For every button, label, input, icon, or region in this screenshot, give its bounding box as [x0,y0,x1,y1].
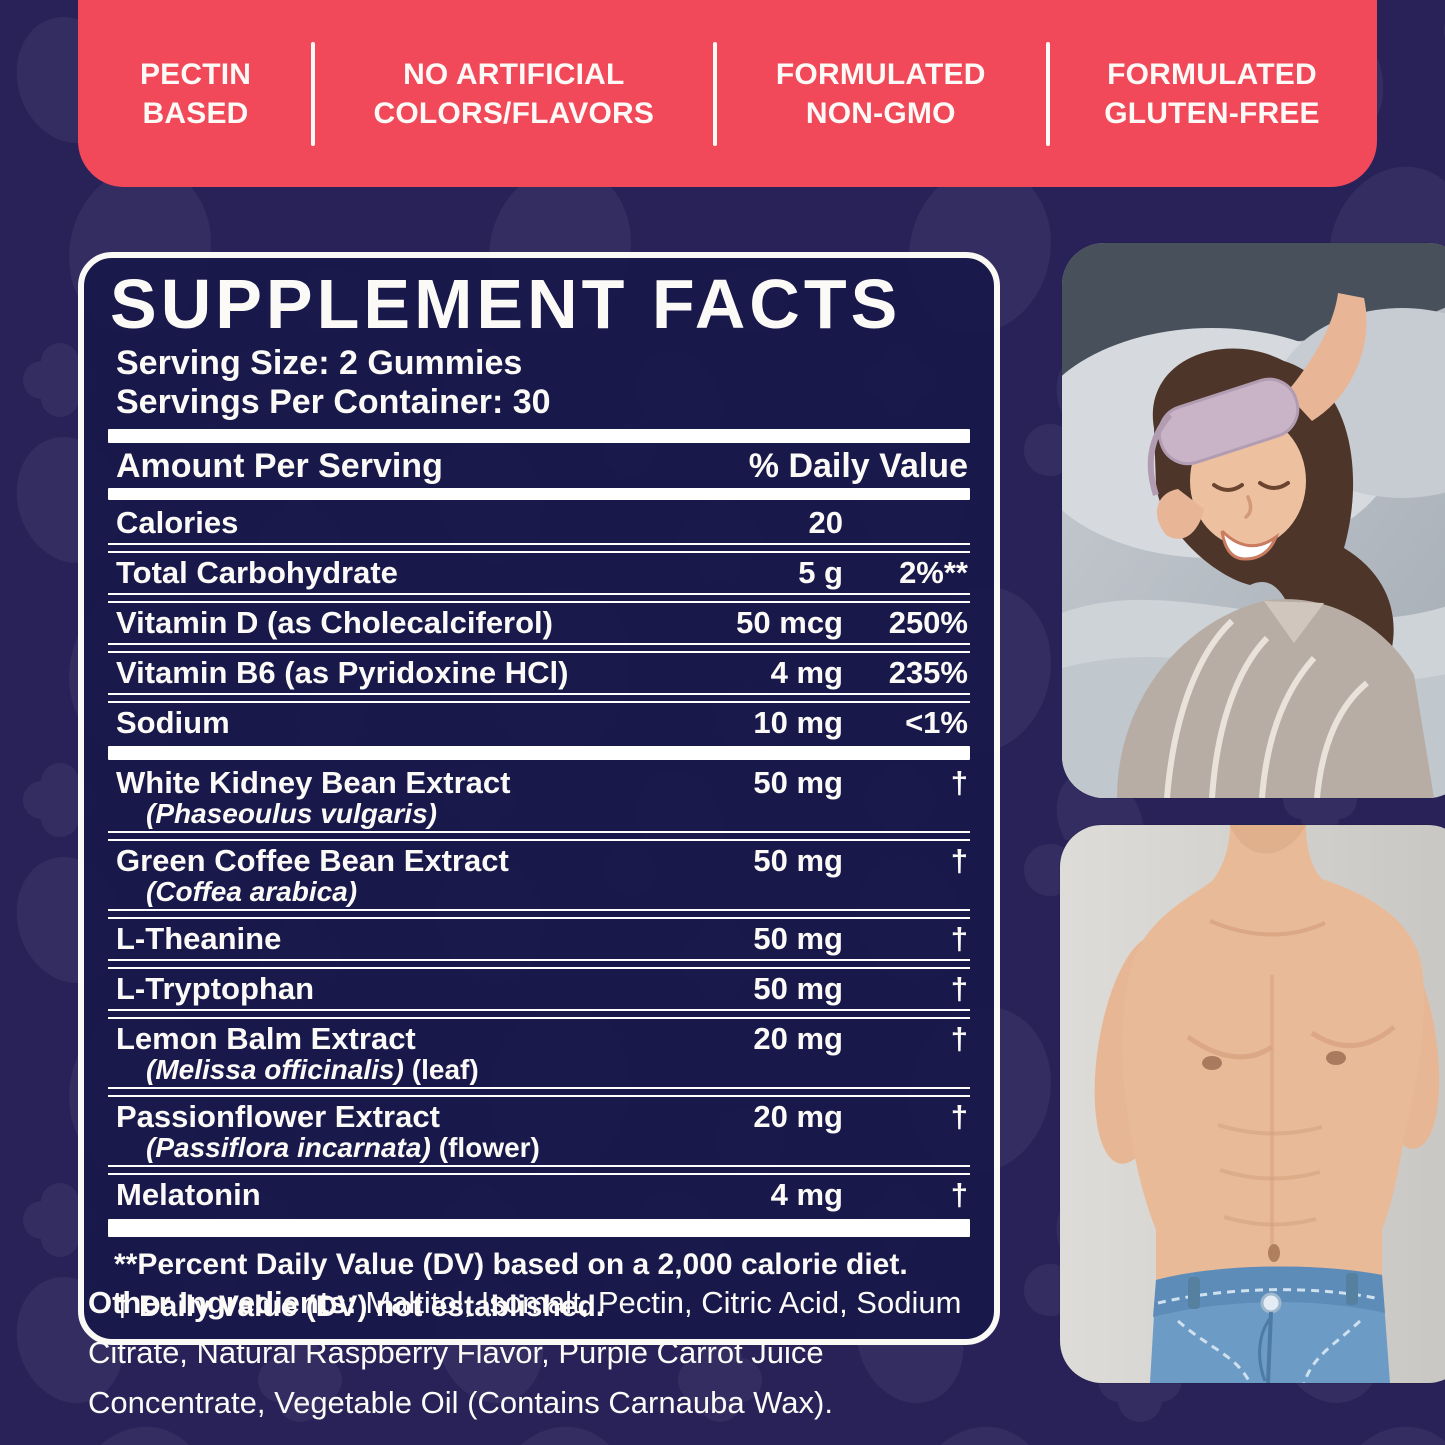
table-row: Passionflower Extract (Passiflora incarn… [108,1097,970,1165]
other-ingredients-text: Maltitol, Isomalt, Pectin, Citric Acid, … [88,1285,962,1420]
row-dv: <1% [905,705,968,740]
supplement-facts-panel: SUPPLEMENT FACTS Serving Size: 2 Gummies… [78,252,1000,1345]
row-name: L-Tryptophan [116,971,315,1006]
feature-gluten-free: FORMULATED GLUTEN-FREE [1104,57,1320,130]
row-amount: 10 mg [753,705,843,740]
row-dv: † [950,1177,968,1212]
other-ingredients-label: Other Ingredients: [88,1285,357,1320]
footnote-dv-not-established: † Daily Value (DV) not established. [114,1290,605,1323]
row-dv: † [950,1099,968,1134]
row-name: White Kidney Bean Extract [116,765,511,800]
thick-rule [108,488,970,500]
row-amount: 20 mg [753,1099,843,1134]
row-botanical: (Coffea arabica) [146,876,358,907]
man-torso-illustration [1060,825,1445,1383]
table-row: Calories 20 [108,503,970,543]
row-amount: 50 mg [753,971,843,1006]
photo-man-torso-jeans [1060,825,1445,1383]
row-name: Vitamin D (as Cholecalciferol) [116,605,553,640]
feature-non-gmo: FORMULATED NON-GMO [775,57,986,130]
row-botanical: (Phaseoulus vulgaris) [146,798,437,829]
panel-title: SUPPLEMENT FACTS [110,265,902,343]
row-amount: 50 mg [753,765,843,800]
table-row: Total Carbohydrate 5 g 2%** [108,553,970,593]
row-name: Lemon Balm Extract [116,1021,416,1056]
row-name: Passionflower Extract [116,1099,440,1134]
row-name: Total Carbohydrate [116,555,398,590]
row-amount: 50 mcg [736,605,843,640]
amount-per-serving-header: Amount Per Serving [116,447,443,485]
row-name: Calories [116,505,239,540]
row-rule [108,693,970,703]
row-dv: † [950,1021,968,1056]
other-ingredients: Other Ingredients: Maltitol, Isomalt, Pe… [88,1278,1050,1428]
row-rule [108,593,970,603]
table-row: Vitamin D (as Cholecalciferol) 50 mcg 25… [108,603,970,643]
thick-rule [108,746,970,760]
table-header: Amount Per Serving % Daily Value [108,443,970,488]
row-rule [108,831,970,841]
row-botanical: (Melissa officinalis) (leaf) [146,1054,479,1085]
row-amount: 4 mg [770,655,843,690]
thick-rule [108,1219,970,1237]
row-dv: 2%** [899,555,968,590]
row-amount: 50 mg [753,921,843,956]
row-dv: 235% [888,655,968,690]
row-rule [108,1009,970,1019]
woman-sleeping-illustration [1062,243,1445,798]
row-rule [108,1165,970,1175]
row-amount: 20 mg [753,1021,843,1056]
feature-no-artificial: NO ARTIFICIAL COLORS/FLAVORS [373,57,655,130]
row-amount: 5 g [798,555,843,590]
row-amount: 4 mg [770,1177,843,1212]
table-row: Vitamin B6 (as Pyridoxine HCl) 4 mg 235% [108,653,970,693]
feature-pectin-based: PECTIN BASED [139,57,252,130]
row-rule [108,543,970,553]
row-name: L-Theanine [116,921,282,956]
table-row: White Kidney Bean Extract (Phaseoulus vu… [108,763,970,831]
row-dv: † [950,765,968,800]
photo-woman-sleeping-with-eye-mask [1062,243,1445,798]
row-dv: † [950,843,968,878]
table-row: L-Tryptophan 50 mg † [108,969,970,1009]
banner-divider [311,42,315,146]
banner-divider [713,42,717,146]
daily-value-header: % Daily Value [748,447,968,485]
row-dv: 250% [888,605,968,640]
row-name: Sodium [116,705,230,740]
row-dv: † [950,971,968,1006]
row-amount: 20 [808,505,843,540]
table-row: L-Theanine 50 mg † [108,919,970,959]
table-row: Green Coffee Bean Extract (Coffea arabic… [108,841,970,909]
feature-banner: PECTIN BASED NO ARTIFICIAL COLORS/FLAVOR… [78,0,1377,187]
row-botanical: (Passiflora incarnata) (flower) [146,1132,540,1163]
row-name: Green Coffee Bean Extract [116,843,509,878]
row-name: Melatonin [116,1177,261,1212]
thick-rule [108,429,970,443]
table-row: Sodium 10 mg <1% [108,703,970,743]
table-row: Lemon Balm Extract (Melissa officinalis)… [108,1019,970,1087]
row-dv: † [950,921,968,956]
row-rule [108,643,970,653]
servings-per-container: Servings Per Container: 30 [116,383,551,421]
row-rule [108,959,970,969]
footnote-daily-value: **Percent Daily Value (DV) based on a 2,… [114,1248,908,1281]
row-rule [108,1087,970,1097]
serving-size: Serving Size: 2 Gummies [116,344,523,382]
row-rule [108,909,970,919]
table-row: Melatonin 4 mg † [108,1175,970,1215]
row-amount: 50 mg [753,843,843,878]
banner-divider [1046,42,1050,146]
row-name: Vitamin B6 (as Pyridoxine HCl) [116,655,569,690]
